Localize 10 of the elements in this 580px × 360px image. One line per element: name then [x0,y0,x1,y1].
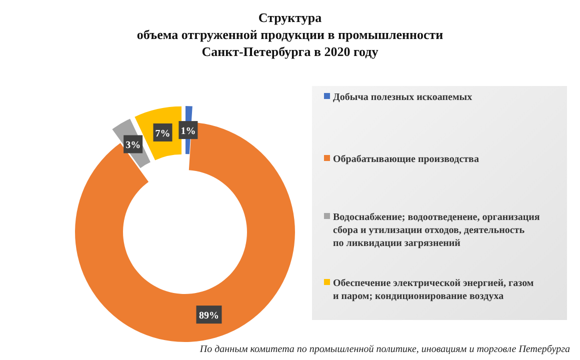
data-label: 3% [126,140,141,152]
data-label: 1% [180,126,196,138]
chart-title: Структура объема отгруженной продукции в промышленности Санкт-Петербурга в 2020 году [136,10,444,59]
legend-label: Водоснабжение; водоотведенеие, организация сбора и утилизации отходов, деятельность по ликвидации загрязнений [333,212,540,249]
legend-label: Добыча полезных искоапемых [333,92,472,103]
legend-label: Обеспечение электрической энергией, газом и паром; кондиционирование воздуха [333,278,534,302]
data-label: 89% [198,310,219,322]
data-label: 7% [155,128,170,140]
text: По данным комитета по промышленной политике, иновациям и торговле Петербурга [198,344,570,355]
legend-label: Обрабатывающие производства [333,154,479,165]
